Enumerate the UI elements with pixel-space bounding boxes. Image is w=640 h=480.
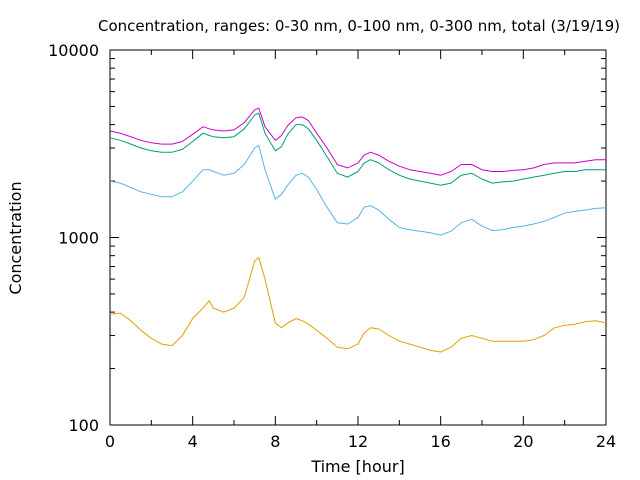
- x-tick-label: 8: [270, 432, 280, 451]
- series-line-2: [109, 112, 606, 186]
- axis-ticks: [109, 50, 607, 426]
- data-lines: [109, 107, 607, 353]
- series-line-1: [109, 107, 606, 176]
- x-tick-label: 20: [513, 432, 533, 451]
- x-tick-label: 4: [188, 432, 198, 451]
- y-tick-label: 100: [68, 416, 99, 435]
- series-line-4: [109, 257, 607, 353]
- x-tick-label: 16: [430, 432, 450, 451]
- y-axis-label: Concentration: [6, 181, 25, 294]
- x-axis-label: Time [hour]: [310, 457, 404, 476]
- series-line-3: [109, 144, 607, 236]
- x-tick-label: 12: [348, 432, 368, 451]
- axis-tick-labels: 0 4 8 12 16 20 24 100 1000 10000: [48, 41, 616, 451]
- y-tick-label: 10000: [48, 41, 99, 60]
- x-tick-label: 24: [596, 432, 616, 451]
- plot-frame: [109, 49, 607, 426]
- x-tick-label: 0: [105, 432, 115, 451]
- chart-title: Concentration, ranges: 0-30 nm, 0-100 nm…: [98, 17, 620, 35]
- y-tick-label: 1000: [58, 229, 99, 248]
